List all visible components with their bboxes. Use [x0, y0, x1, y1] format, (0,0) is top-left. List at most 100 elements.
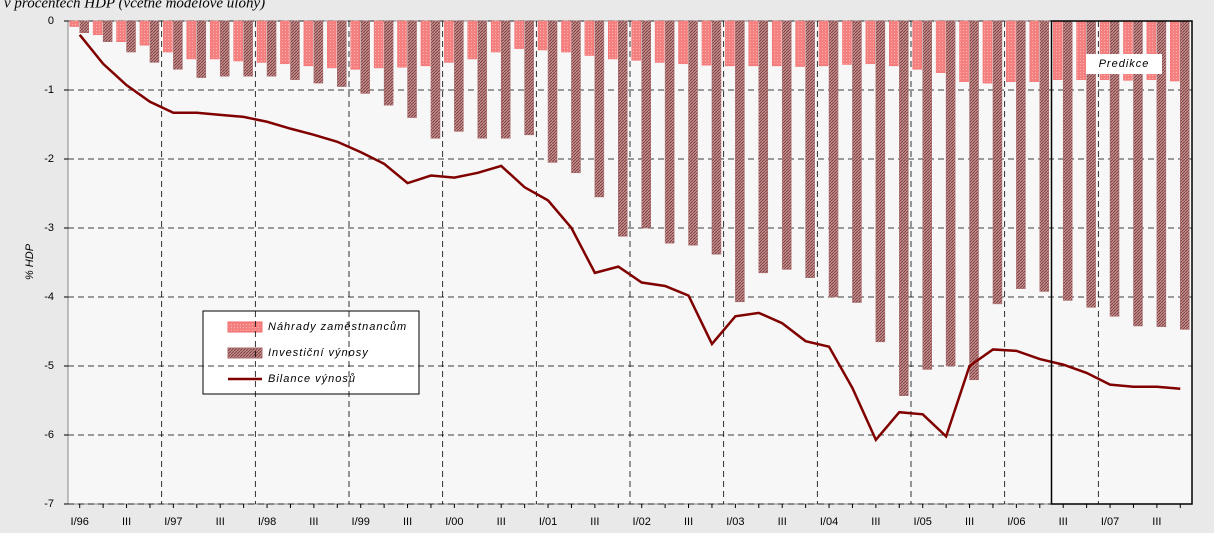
bar [618, 20, 628, 237]
bar [852, 20, 862, 303]
x-tick-label: I/07 [1101, 516, 1119, 528]
bar [561, 20, 571, 53]
bar [982, 20, 993, 84]
bar [126, 20, 136, 53]
legend-swatch [227, 347, 263, 359]
x-tick-label: III [403, 516, 412, 528]
bar [992, 20, 1003, 305]
bar [92, 20, 103, 36]
bar [397, 20, 407, 68]
y-tick-label: -4 [44, 291, 54, 303]
annotation: Predikce [1099, 58, 1150, 70]
legend-swatch [227, 321, 263, 333]
bar [969, 20, 979, 381]
y-tick-label: -1 [44, 84, 54, 96]
bar [266, 20, 277, 77]
bar [688, 20, 698, 246]
bar [173, 20, 183, 70]
annotation-bg [1086, 54, 1162, 74]
bar [641, 20, 651, 229]
bar [631, 20, 641, 61]
y-tick-label: -6 [44, 429, 54, 441]
bar [454, 20, 464, 132]
x-tick-label: III [684, 516, 693, 528]
bar [959, 20, 969, 82]
x-tick-label: III [122, 516, 131, 528]
bar [327, 20, 337, 69]
x-tick-label: I/06 [1007, 516, 1025, 528]
bar [1052, 20, 1063, 80]
bar [69, 20, 79, 27]
bar [163, 20, 173, 53]
x-tick-label: III [1152, 516, 1161, 528]
bar [196, 20, 207, 78]
bar [842, 20, 852, 65]
x-tick-label: I/98 [258, 516, 276, 528]
bar [711, 20, 722, 255]
x-tick-label: I/00 [445, 516, 463, 528]
bar [735, 20, 745, 303]
x-tick-label: III [1059, 516, 1068, 528]
x-tick-label: III [497, 516, 506, 528]
bar [313, 20, 324, 84]
bar [524, 20, 534, 136]
bar [748, 20, 759, 67]
x-tick-label: I/97 [164, 516, 182, 528]
bar [828, 20, 839, 298]
bar [1039, 20, 1050, 292]
x-tick-label: III [871, 516, 880, 528]
bar [1029, 20, 1040, 82]
bar [303, 20, 314, 67]
bar [654, 20, 665, 63]
prediction-box [1050, 20, 1193, 505]
bar [899, 20, 909, 396]
bar [922, 20, 932, 370]
bar [79, 20, 89, 33]
bar [1170, 20, 1180, 82]
x-tick-label: III [590, 516, 599, 528]
bar [1076, 20, 1086, 80]
bar [490, 20, 501, 53]
bar [547, 20, 558, 163]
legend: Náhrady zaměstnancům Investiční výnosy Bil… [202, 310, 420, 395]
bar [420, 20, 431, 67]
bar [571, 20, 581, 174]
x-tick-label: I/05 [914, 516, 932, 528]
bar [912, 20, 922, 70]
x-tick-label: III [778, 516, 787, 528]
bar [209, 20, 220, 60]
bar [290, 20, 300, 80]
bar [889, 20, 899, 67]
bar [350, 20, 360, 70]
x-tick-label: III [309, 516, 318, 528]
y-tick-label: -7 [44, 498, 54, 510]
x-tick-label: III [216, 516, 225, 528]
bar [771, 20, 782, 67]
legend-label: Bilance výnosů [268, 373, 356, 385]
bar [139, 20, 150, 46]
bar [1016, 20, 1026, 289]
bar [477, 20, 488, 139]
x-tick-label: I/03 [726, 516, 744, 528]
bar [537, 20, 548, 51]
bar [383, 20, 394, 106]
bar [945, 20, 956, 367]
legend-label: Náhrady zaměstnancům [268, 321, 407, 333]
bar [1180, 20, 1190, 330]
x-tick-label: III [965, 516, 974, 528]
bar [1062, 20, 1073, 301]
bar [584, 20, 595, 56]
x-tick-label: I/02 [633, 516, 651, 528]
bar [678, 20, 688, 65]
bar [865, 20, 876, 65]
bar [594, 20, 605, 198]
bar [725, 20, 735, 67]
bar [233, 20, 243, 62]
y-tick-label: 0 [48, 15, 54, 27]
bar [219, 20, 230, 77]
x-tick-label: I/99 [352, 516, 370, 528]
bar [795, 20, 805, 67]
bar [407, 20, 417, 118]
x-tick-label: I/04 [820, 516, 838, 528]
bar [758, 20, 769, 274]
